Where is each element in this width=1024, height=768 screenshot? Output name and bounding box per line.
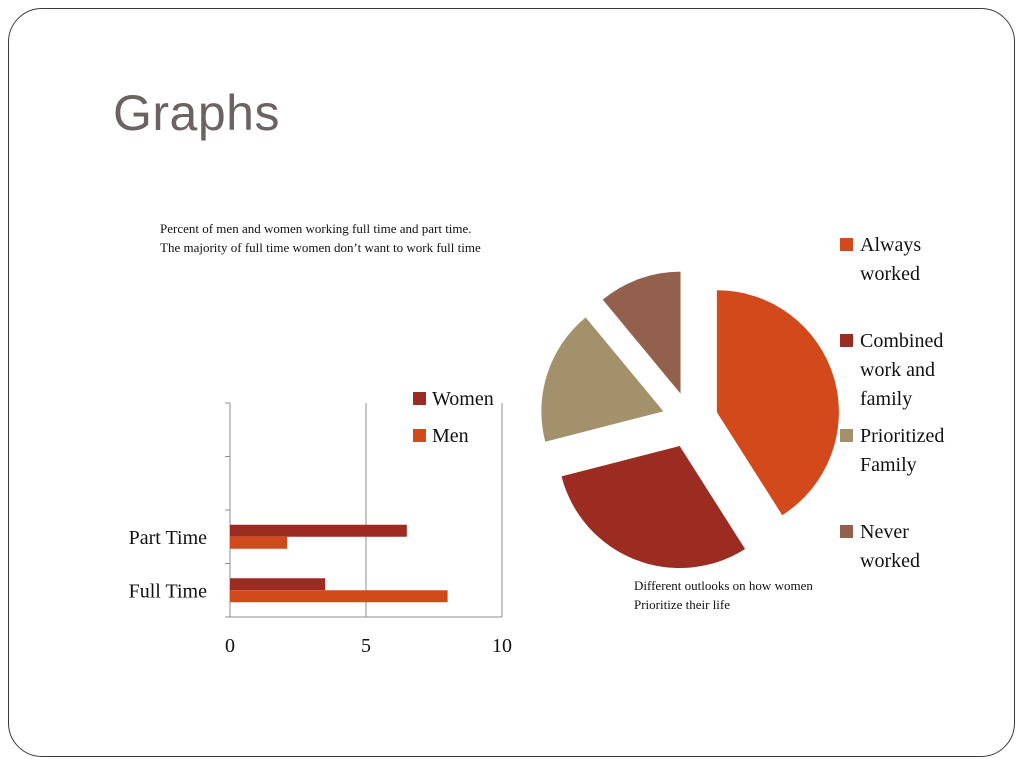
- bar-legend-label: Women: [432, 388, 494, 410]
- pie-legend-label-line: worked: [860, 263, 920, 285]
- bar-legend-label: Men: [432, 425, 469, 447]
- pie-slice-never-worked: [602, 271, 681, 394]
- pie-legend-label-line: Always: [860, 234, 921, 256]
- pie-legend-label-line: Combined: [860, 330, 943, 352]
- pie-legend-label-line: family: [860, 388, 912, 410]
- bar-category-label: Part Time: [129, 527, 207, 549]
- pie-legend-label-line: Never: [860, 521, 909, 543]
- pie-legend-swatch: [840, 238, 853, 251]
- pie-legend-label-line: worked: [860, 550, 920, 572]
- bar-caption-line-1: Percent of men and women working full ti…: [160, 221, 472, 236]
- pie-legend-label-line: work and: [860, 359, 935, 381]
- bar-legend-swatch: [413, 429, 426, 442]
- bar-category-label: Full Time: [129, 580, 208, 602]
- bar-women-full-time: [230, 578, 326, 591]
- pie-legend-label-line: Family: [860, 454, 917, 476]
- bar-men-full-time: [230, 590, 448, 603]
- bar-x-tick-label: 5: [361, 635, 371, 657]
- slide-frame: [8, 8, 1015, 757]
- pie-legend-label: Combined work and family: [860, 330, 943, 410]
- pie-legend-label: Never worked: [860, 521, 920, 572]
- bar-x-tick-label: 10: [492, 635, 512, 657]
- pie-slice-always-worked: [716, 290, 839, 516]
- bar-chart-caption: Percent of men and women working full ti…: [160, 219, 481, 257]
- pie-caption-line-2: Prioritize their life: [634, 597, 731, 612]
- pie-legend-label: Prioritized Family: [860, 425, 944, 476]
- bar-caption-line-2: The majority of full time women don’t wa…: [160, 240, 481, 255]
- pie-legend-swatch: [840, 334, 853, 347]
- pie-legend-swatch: [840, 525, 853, 538]
- bar-men-part-time: [230, 536, 288, 549]
- pie-chart-caption: Different outlooks on how women Prioriti…: [634, 576, 813, 614]
- pie-legend-label: Always worked: [860, 234, 921, 285]
- pie-slice-combined-work-and-family: [561, 446, 746, 569]
- pie-slice-prioritized-family: [541, 317, 664, 442]
- slide-title: Graphs: [113, 85, 280, 141]
- bar-women-part-time: [230, 524, 407, 537]
- pie-legend-label-line: Prioritized: [860, 425, 944, 447]
- bar-legend-swatch: [413, 392, 426, 405]
- pie-legend-swatch: [840, 429, 853, 442]
- bar-x-tick-label: 0: [225, 635, 235, 657]
- pie-caption-line-1: Different outlooks on how women: [634, 578, 813, 593]
